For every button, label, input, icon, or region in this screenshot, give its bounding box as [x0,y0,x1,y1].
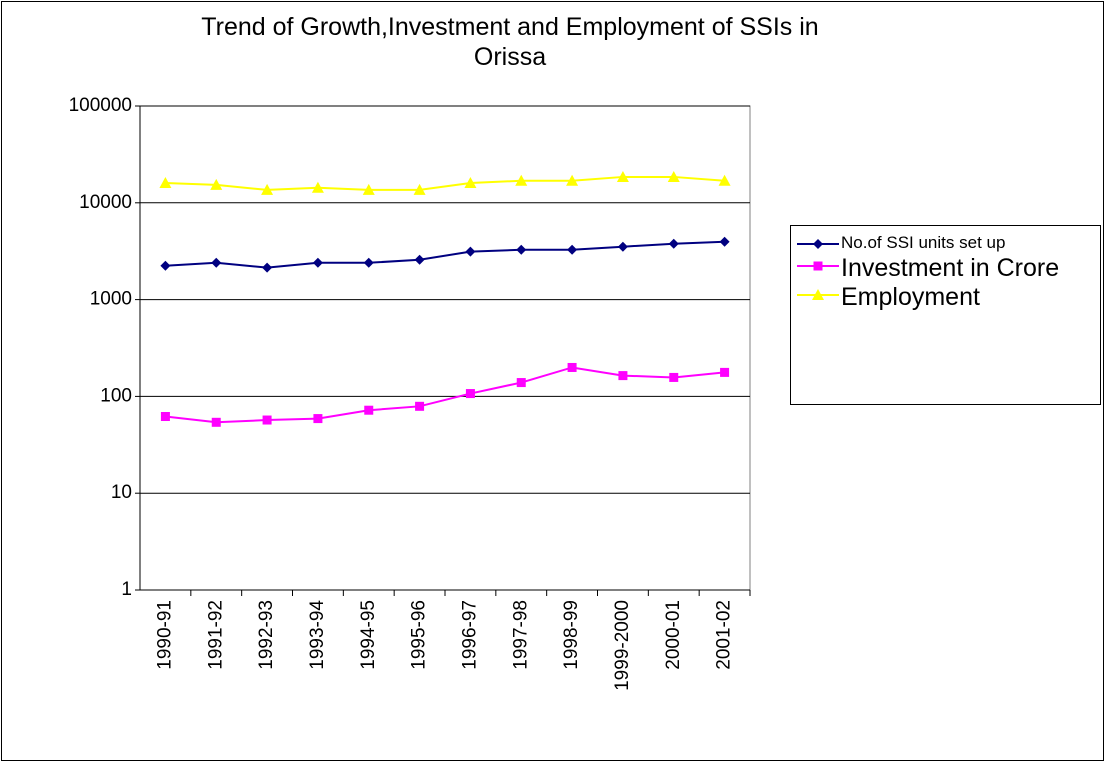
legend-swatch [797,239,839,249]
marker [363,257,374,268]
marker [720,367,730,377]
series-line [165,240,725,269]
chart: 1 10 100 1000 10000 100000 1990-91 1991-92 1992-… [69,95,751,691]
y-tick-label: 10000 [79,192,132,213]
marker [415,401,425,411]
marker [262,415,272,425]
legend-entry: Investment in Crore [795,254,1096,283]
marker [618,371,628,381]
marker [465,389,475,399]
marker [668,238,679,249]
marker [566,174,579,186]
marker [160,260,171,271]
x-tick-label: 1996-97 [459,600,480,670]
marker [617,241,628,252]
y-tick-label: 100 [100,385,132,406]
marker [211,257,222,268]
plot-area [139,105,751,591]
chart-title: Trend of Growth,Investment and Employmen… [201,13,819,71]
marker [313,414,323,424]
marker [261,183,274,195]
legend-swatch [797,289,839,300]
series-line [165,366,725,424]
legend-entry: No.of SSI units set up [795,232,1096,254]
marker [362,183,375,195]
legend: No.of SSI units set up Investment in Cror… [790,225,1101,405]
marker [312,257,323,268]
x-tick-label: 1998-99 [561,600,582,670]
marker [464,177,477,189]
marker [515,174,528,186]
x-tick-label: 1993-94 [307,600,328,670]
x-tick-label: 1995-96 [409,600,430,670]
x-tick-label: 1997-98 [510,600,531,670]
marker [516,378,526,388]
marker [210,178,223,190]
marker [516,244,527,255]
marker [311,181,324,193]
marker [718,174,731,186]
legend-label: Employment [841,283,980,311]
marker [364,405,374,415]
x-tick-label: 1991-92 [205,600,226,670]
marker [667,170,680,182]
legend-swatch [797,261,839,271]
marker [414,254,425,265]
marker [813,239,823,249]
series-line [165,175,725,191]
marker [669,372,679,382]
marker [159,177,172,189]
x-tick-label: 2000-01 [663,600,684,670]
marker [160,411,170,421]
legend-entry: Employment [795,283,1096,312]
marker [567,244,578,255]
legend-label: Investment in Crore [841,254,1060,282]
x-tick-label: 1992-93 [256,600,277,670]
x-tick-label: 2001-02 [714,600,735,670]
marker [413,183,426,195]
marker [211,417,221,427]
y-tick-label: 1000 [90,289,132,310]
y-tick-label: 100000 [69,95,132,116]
marker [567,362,577,372]
marker [813,261,823,271]
x-tick-label: 1990-91 [154,600,175,670]
legend-label: No.of SSI units set up [841,233,1006,252]
y-tick-label: 1 [121,579,132,600]
marker [719,236,730,247]
x-tick-label: 1994-95 [358,600,379,670]
marker [465,246,476,257]
x-tick-label: 1999-2000 [612,600,633,691]
marker [262,262,273,273]
marker [812,289,824,300]
y-tick-label: 10 [111,482,132,503]
marker [616,170,629,182]
